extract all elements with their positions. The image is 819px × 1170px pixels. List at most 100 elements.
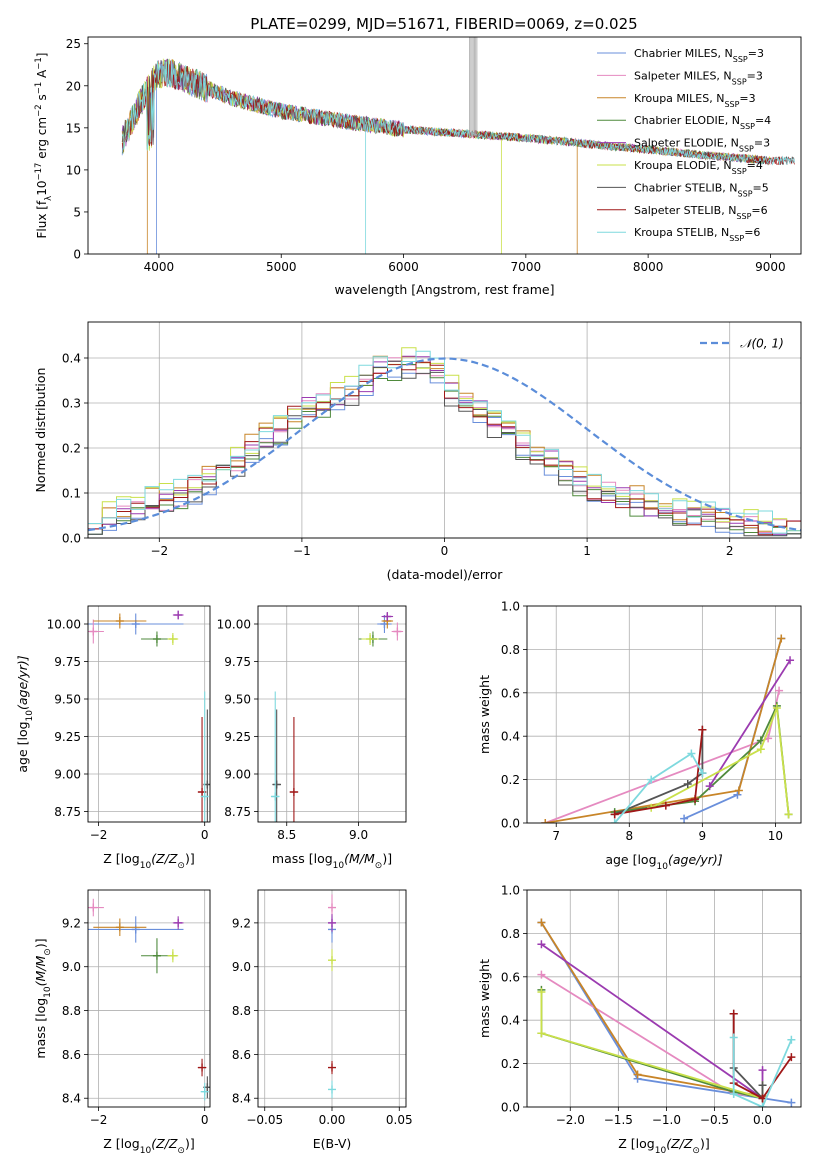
weight-point-marker (729, 1009, 738, 1018)
weight-point-marker (647, 775, 656, 784)
legend-label-text: Chabrier STELIB, N (634, 181, 738, 194)
legend-label-tail: =3 (748, 47, 764, 60)
spectrum-line-kroupa-stelib (121, 59, 795, 166)
weight-line-salpeter-miles (540, 973, 763, 1098)
legend-label-sub: SSP (732, 167, 747, 176)
age_vs_Z-xlabel-part: Z [log (103, 851, 139, 866)
legend-label-text: Kroupa ELODIE, N (634, 159, 732, 172)
data-point-marker (328, 1085, 336, 1094)
age_vs_mass-ytick-label: 9.50 (224, 693, 251, 707)
weight-line-salpeter-stelib (614, 729, 704, 816)
weight_vs_Z-xlabel-part: 10 (655, 1146, 667, 1156)
residuals-plot-area (88, 347, 801, 537)
weight-point-marker (633, 1070, 642, 1079)
weight-point-marker (786, 656, 795, 665)
age_vs_Z-ylabel-part: age [log (15, 721, 30, 772)
weight-point-marker (758, 1103, 767, 1107)
mass_vs_Z-xlabel-part: )] (185, 1136, 195, 1151)
weight_vs_age-xtick-label: 8 (625, 829, 633, 843)
age_vs_mass-xlabel: mass [log10(M/M⊙)] (272, 851, 392, 871)
spectrum-ytick-label: 15 (66, 121, 81, 135)
data-point-marker (174, 611, 183, 619)
mass_vs_EBV-ytick-label: 8.4 (232, 1092, 251, 1106)
weight-point-marker (537, 987, 546, 996)
weight-line-kroupa-stelib (732, 1037, 793, 1107)
weight_vs_Z-xtick-label: 0.0 (753, 1113, 772, 1127)
residuals-ytick-label: 0.3 (62, 397, 81, 411)
age_vs_Z-ylabel: age [log10(age/yr)] (15, 655, 35, 772)
weight_vs_age-ytick-label: 0.6 (501, 686, 520, 700)
weight_vs_age-ylabel: mass weight (477, 675, 492, 754)
legend-label: Kroupa ELODIE, NSSP=4 (634, 159, 763, 176)
mass_vs_Z-ylabel: mass [log10(M/M⊙)] (33, 938, 53, 1058)
age_vs_mass-panel: 8.5 9.0 8.75 9.00 9.25 9.50 9.75 10.00 mass [log… (217, 605, 407, 871)
legend-label-text: Chabrier MILES, N (634, 47, 733, 60)
weight-point-marker (777, 634, 786, 643)
residuals-ylabel: Normed distribution (33, 368, 48, 493)
spectrum-xtick-label: 6000 (388, 260, 419, 274)
weight-point-marker (734, 786, 743, 795)
age_vs_mass-ytick-label: 9.25 (224, 730, 251, 744)
weight-point-marker (729, 1033, 738, 1042)
weight_vs_Z-xlabel-part: Z [log (618, 1136, 654, 1151)
mass_vs_Z-ytick-label: 8.8 (62, 1004, 81, 1018)
age_vs_Z-ytick-label: 9.75 (54, 655, 81, 669)
data-point-marker (89, 903, 98, 912)
spectrum-ylabel-part: Flux [f (35, 200, 49, 238)
weight-point-marker (691, 795, 700, 804)
spectrum-ylabel-part: ] (35, 53, 49, 58)
legend-label-tail: =4 (747, 159, 763, 172)
weight-point-marker (537, 918, 546, 927)
weight-point-marker (537, 940, 546, 949)
weight-line-kroupa-elodie (540, 992, 764, 1100)
age_vs_mass-ytick-label: 10.00 (217, 618, 251, 632)
data-point-marker (393, 627, 402, 636)
legend-label: Chabrier ELODIE, NSSP=4 (634, 114, 771, 131)
mass_vs_Z-xlabel-part: ⊙ (177, 1146, 185, 1156)
legend-label: Salpeter STELIB, NSSP=6 (634, 204, 768, 221)
gaussian-legend-label: 𝒩(0, 1) (740, 337, 784, 351)
mass_vs_Z-xlabel: Z [log10(Z/Z⊙)] (103, 1136, 194, 1156)
data-point-marker (289, 788, 298, 796)
mass_vs_EBV-ytick-label: 8.8 (232, 1004, 251, 1018)
residuals-ytick-label: 0.4 (62, 352, 81, 366)
weight-line-chabrier-stelib (614, 729, 704, 816)
weight-point-marker (698, 725, 707, 734)
data-point-marker (152, 635, 161, 643)
mass_vs_EBV-frame (257, 889, 407, 1108)
spectrum-plot-area (121, 37, 795, 254)
weight_vs_Z-ytick-label: 1.0 (501, 884, 520, 898)
data-point-marker (168, 951, 177, 960)
weight-line-kroupa-stelib (614, 752, 704, 823)
legend-label-sub: SSP (736, 211, 751, 220)
data-point-marker (174, 918, 183, 927)
age_vs_Z-ytick-label: 8.75 (54, 805, 81, 819)
mass_vs_Z-ytick-label: 9.0 (62, 960, 81, 974)
mass_vs_Z-panel: −2 08.48.68.89.09.2Z [log10(Z/Z⊙)]mass [l… (33, 889, 211, 1156)
spectrum-ylabel-part: −1 (34, 57, 44, 70)
legend-label-tail: =6 (744, 226, 760, 239)
weight_vs_age-xtick-label: 7 (552, 829, 560, 843)
weight-line-kroupa-miles (540, 922, 763, 1098)
weight_vs_Z-xtick-label: −2.0 (556, 1113, 585, 1127)
legend-label-sub: SSP (729, 234, 744, 243)
data-point-marker (115, 617, 124, 625)
legend-label-sub: SSP (733, 55, 748, 64)
spectrum-xtick-label: 4000 (144, 260, 175, 274)
weight_vs_Z-ytick-label: 0.4 (501, 1014, 520, 1028)
legend-label-tail: =3 (747, 69, 763, 82)
spectrum-frame (87, 36, 802, 255)
mass_vs_Z-ylabel-part: (M/M (33, 956, 48, 987)
legend-label-tail: =6 (751, 204, 767, 217)
mass_vs_Z-ylabel-part: 10 (43, 986, 53, 998)
spectrum-xtick-label: 7000 (511, 260, 542, 274)
spectrum-ytick-label: 10 (66, 163, 81, 177)
spectrum-ylabel-part: −1 (34, 82, 44, 95)
mass_vs_EBV-xtick-label: 0.00 (319, 1113, 346, 1127)
age_vs_mass-ytick-label: 8.75 (224, 805, 251, 819)
spectrum-ylabel-part: erg cm (35, 117, 49, 163)
weight-point-marker (705, 782, 714, 791)
weight-point-marker (733, 790, 742, 799)
mass_vs_Z-ytick-label: 9.2 (62, 916, 81, 930)
legend-label-sub: SSP (732, 77, 747, 86)
